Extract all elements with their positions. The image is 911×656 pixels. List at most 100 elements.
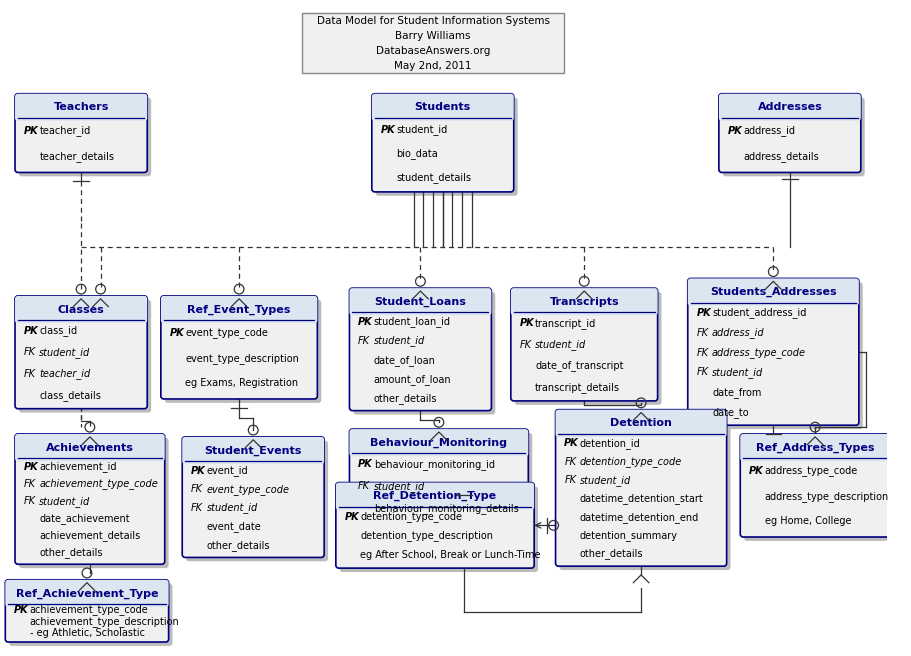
Text: teacher_details: teacher_details <box>39 151 114 162</box>
FancyBboxPatch shape <box>691 282 862 429</box>
Text: PK: PK <box>380 125 394 135</box>
FancyBboxPatch shape <box>15 94 147 121</box>
Text: Student_Loans: Student_Loans <box>374 297 466 307</box>
Text: FK: FK <box>358 482 370 491</box>
Text: FK: FK <box>696 367 708 377</box>
FancyBboxPatch shape <box>510 288 657 401</box>
Text: student_id: student_id <box>39 496 90 506</box>
Text: student_id: student_id <box>535 339 586 350</box>
FancyBboxPatch shape <box>722 98 864 176</box>
FancyBboxPatch shape <box>19 438 169 568</box>
FancyBboxPatch shape <box>349 288 491 316</box>
Text: Ref_Event_Types: Ref_Event_Types <box>188 304 291 315</box>
Text: Behaviour_Monitoring: Behaviour_Monitoring <box>370 438 507 448</box>
Text: teacher_id: teacher_id <box>39 368 90 379</box>
Text: event_date: event_date <box>206 521 261 532</box>
Text: FK: FK <box>358 336 370 346</box>
Text: FK: FK <box>24 369 36 379</box>
Text: teacher_id: teacher_id <box>39 125 90 136</box>
Text: other_details: other_details <box>374 393 436 403</box>
Text: FK: FK <box>24 347 36 358</box>
Text: PK: PK <box>344 512 359 522</box>
Text: eg Exams, Registration: eg Exams, Registration <box>185 379 298 388</box>
Text: Barry Williams: Barry Williams <box>394 31 470 41</box>
Bar <box>186 455 320 461</box>
Text: PK: PK <box>358 459 373 470</box>
Text: date_to: date_to <box>711 407 748 418</box>
FancyBboxPatch shape <box>718 94 860 121</box>
Text: FK: FK <box>564 457 576 466</box>
Text: FK: FK <box>24 496 36 506</box>
Text: other_details: other_details <box>39 547 103 558</box>
Text: achievement_details: achievement_details <box>39 530 140 541</box>
Text: datetime_detention_start: datetime_detention_start <box>579 493 702 504</box>
FancyBboxPatch shape <box>15 296 147 323</box>
FancyBboxPatch shape <box>165 300 321 403</box>
FancyBboxPatch shape <box>372 94 513 121</box>
Text: PK: PK <box>727 126 742 136</box>
Text: Classes: Classes <box>57 304 105 314</box>
FancyBboxPatch shape <box>19 300 151 413</box>
Text: PK: PK <box>24 326 38 336</box>
Text: address_id: address_id <box>711 327 763 338</box>
Text: address_type_code: address_type_code <box>711 347 805 358</box>
Text: date_of_transcript: date_of_transcript <box>535 360 623 371</box>
FancyBboxPatch shape <box>15 94 147 173</box>
FancyBboxPatch shape <box>740 434 889 537</box>
Bar <box>558 428 722 434</box>
FancyBboxPatch shape <box>15 296 147 409</box>
FancyBboxPatch shape <box>718 94 860 173</box>
FancyBboxPatch shape <box>182 437 323 558</box>
Text: detention_summary: detention_summary <box>579 530 677 541</box>
FancyBboxPatch shape <box>514 292 660 405</box>
Text: PK: PK <box>748 466 763 476</box>
FancyBboxPatch shape <box>15 434 165 564</box>
Text: Achievements: Achievements <box>46 443 134 453</box>
FancyBboxPatch shape <box>510 288 657 316</box>
FancyBboxPatch shape <box>687 278 858 306</box>
Text: event_type_code: event_type_code <box>206 483 289 495</box>
Bar <box>19 453 160 459</box>
FancyBboxPatch shape <box>186 441 328 562</box>
FancyBboxPatch shape <box>182 437 323 464</box>
Text: date_achievement: date_achievement <box>39 513 129 524</box>
Text: event_type_description: event_type_description <box>185 353 299 363</box>
FancyBboxPatch shape <box>743 438 893 541</box>
Bar <box>691 297 854 302</box>
Text: DatabaseAnswers.org: DatabaseAnswers.org <box>375 46 490 56</box>
Text: Addresses: Addresses <box>757 102 822 112</box>
Bar <box>9 598 165 604</box>
Text: FK: FK <box>24 479 36 489</box>
FancyBboxPatch shape <box>160 296 317 399</box>
FancyBboxPatch shape <box>335 483 534 568</box>
FancyBboxPatch shape <box>5 580 169 607</box>
Text: student_id: student_id <box>39 347 90 358</box>
Text: other_details: other_details <box>206 540 270 550</box>
FancyBboxPatch shape <box>349 288 491 411</box>
Text: date_of_loan: date_of_loan <box>374 355 435 365</box>
Bar <box>19 314 143 320</box>
Text: date_from: date_from <box>711 387 761 398</box>
Bar <box>375 112 509 118</box>
Bar <box>722 112 856 118</box>
FancyBboxPatch shape <box>555 409 726 437</box>
Text: Ref_Detention_Type: Ref_Detention_Type <box>373 491 496 501</box>
Text: FK: FK <box>190 484 203 494</box>
Text: behaviour_monitoring_id: behaviour_monitoring_id <box>374 459 494 470</box>
Text: PK: PK <box>358 317 373 327</box>
Text: bio_data: bio_data <box>395 148 437 159</box>
FancyBboxPatch shape <box>555 409 726 566</box>
FancyBboxPatch shape <box>335 483 534 510</box>
Text: student_id: student_id <box>395 125 447 135</box>
Text: eg Home, College: eg Home, College <box>763 516 850 527</box>
FancyBboxPatch shape <box>349 429 527 457</box>
Text: Ref_Achievement_Type: Ref_Achievement_Type <box>15 588 158 598</box>
Text: student_id: student_id <box>711 367 763 378</box>
FancyBboxPatch shape <box>375 98 517 195</box>
FancyBboxPatch shape <box>353 433 532 526</box>
Text: achievement_type_code: achievement_type_code <box>39 479 158 489</box>
Text: detention_type_code: detention_type_code <box>579 456 681 467</box>
Text: student_id: student_id <box>579 475 630 485</box>
Text: Students_Addresses: Students_Addresses <box>710 287 835 297</box>
Bar <box>514 306 653 312</box>
